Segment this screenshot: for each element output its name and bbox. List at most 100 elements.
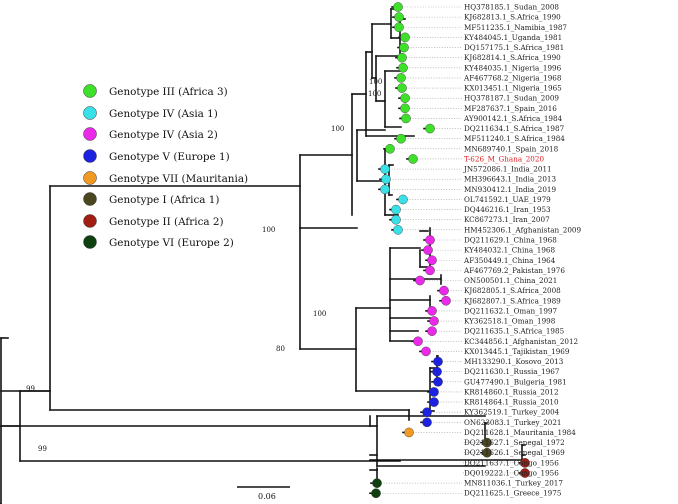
- legend-item: Genotype VII (Mauritania): [83, 171, 248, 185]
- leaf-label: MF511240.1_S.Africa_1984: [464, 134, 565, 143]
- leaf-tip-marker: [423, 245, 433, 255]
- bootstrap-value: 100: [313, 310, 326, 318]
- leaf-tip-marker: [408, 154, 418, 164]
- tree-branches: [0, 6, 526, 504]
- leaf-tip-marker: [400, 93, 410, 103]
- leaf-guide-lines: [380, 6, 529, 494]
- leaf-tip-marker: [397, 52, 407, 63]
- scale-bar: 0.06: [237, 486, 290, 501]
- leaf-label: JN572086.1_India_2011: [463, 165, 552, 174]
- leaf-label: KY484032.1_China_1968: [464, 246, 555, 255]
- leaf-label: KY484045.1_Uganda_1981: [464, 33, 562, 42]
- bootstrap-value: 99: [38, 445, 47, 453]
- leaf-tip-marker: [482, 437, 492, 448]
- leaf-label: AF467768.2_Nigeria_1968: [463, 73, 562, 82]
- legend-item: Genotype II (Africa 2): [83, 214, 224, 228]
- leaf-label: DQ211625.1_Greece_1975: [464, 489, 562, 498]
- leaf-label: DQ211635.1_S.Africa_1985: [464, 327, 565, 336]
- leaf-tip-marker: [425, 123, 435, 134]
- leaf-tip-marker: [385, 144, 395, 154]
- leaf-label: KJ682814.1_S.Africa_1990: [464, 53, 561, 62]
- leaf-label: KJ682813.1_S.Africa_1990: [464, 13, 561, 22]
- leaf-label: ON500501.1_China_2021: [464, 276, 557, 285]
- bootstrap-value: 100: [369, 78, 382, 86]
- leaf-tip-marker: [391, 204, 401, 215]
- leaf-tip-marker: [397, 83, 407, 93]
- leaf-tip-marker: [520, 468, 530, 478]
- bootstrap-value: 100: [331, 125, 344, 133]
- leaf-labels: HQ378185.1_Sudan_2008KJ682813.1_S.Africa…: [463, 3, 581, 498]
- leaf-label: DQ211627.1_Senegal_1972: [464, 438, 565, 447]
- legend-swatch: [83, 84, 97, 98]
- genotype-legend: Genotype III (Africa 3) Genotype IV (Asi…: [83, 84, 248, 249]
- legend-swatch: [83, 171, 97, 185]
- leaf-tip-marker: [393, 2, 403, 12]
- leaf-label: DQ211626.1_Senegal_1969: [464, 448, 565, 457]
- leaf-tip-marker: [441, 295, 451, 306]
- leaf-tip-marker: [372, 478, 382, 488]
- leaf-label: OL741592.1_UAE_1979: [464, 195, 551, 204]
- leaf-tip-marker: [433, 377, 443, 387]
- leaf-label: KX013451.1_Nigeria_1965: [464, 84, 562, 93]
- leaf-tip-marker: [439, 285, 449, 296]
- legend-swatch: [83, 214, 97, 228]
- leaf-label: DQ211628.1_Mauritania_1984: [464, 428, 576, 437]
- leaf-tip-marker: [396, 73, 406, 83]
- leaf-tip-marker: [415, 275, 425, 286]
- leaf-label: KJ682807.1_S.Africa_1989: [464, 296, 561, 305]
- leaf-label: DQ211629.1_China_1968: [464, 235, 557, 244]
- legend-item: Genotype IV (Asia 2): [83, 127, 218, 141]
- bootstrap-value: 100: [262, 226, 275, 234]
- leaf-label: AF350449.1_China_1964: [463, 256, 556, 265]
- legend-item: Genotype VI (Europe 2): [83, 235, 234, 249]
- legend-item: Genotype I (Africa 1): [83, 192, 219, 206]
- leaf-label: KY362518.1_Oman_1998: [464, 317, 556, 326]
- legend-item: Genotype III (Africa 3): [83, 84, 228, 98]
- legend-label: Genotype VI (Europe 2): [109, 237, 234, 249]
- leaf-label: DQ211630.1_Russia_1967: [464, 367, 560, 376]
- leaf-label: DQ446216.1_Iran_1953: [464, 205, 551, 214]
- leaf-label: KX013445.1_Tajikistan_1969: [464, 347, 570, 356]
- legend-label: Genotype I (Africa 1): [109, 194, 219, 206]
- leaf-tip-marker: [401, 113, 411, 124]
- leaf-label: HM452306.1_Afghanistan_2009: [464, 225, 581, 234]
- scale-bar-label: 0.06: [258, 492, 276, 501]
- leaf-tip-marker: [432, 366, 442, 377]
- leaf-tip-marker: [427, 306, 437, 316]
- leaf-label: DQ019222.1_Congo_1956: [464, 468, 559, 477]
- leaf-label: KR814864.1_Russia_2010: [464, 398, 559, 407]
- leaf-tip-marker: [421, 346, 431, 357]
- leaf-tip-marker: [399, 42, 409, 53]
- legend-swatch: [83, 149, 97, 163]
- leaf-tip-marker: [391, 214, 401, 225]
- leaf-tip-marker: [371, 488, 381, 499]
- leaf-tip-marker: [394, 22, 404, 33]
- legend-swatch: [83, 192, 97, 206]
- leaf-tip-marker: [482, 447, 492, 458]
- leaf-tip-marker: [520, 458, 530, 468]
- leaf-label: GU477490.1_Bulgeria_1981: [464, 377, 567, 386]
- leaf-tip-marker: [433, 356, 443, 367]
- legend-label: Genotype III (Africa 3): [109, 86, 228, 98]
- bootstrap-value: 99: [26, 385, 35, 393]
- leaf-label: MF511235.1_Namibia_1987: [464, 23, 567, 32]
- leaf-tip-marker: [422, 417, 432, 428]
- leaf-label: KY484035.1_Nigeria_1996: [464, 63, 562, 72]
- leaf-label: KC867273.1_Iran_2007: [464, 215, 550, 224]
- leaf-tip-marker: [393, 225, 403, 235]
- leaf-tip-marker: [398, 194, 408, 205]
- leaf-tip-marker: [400, 32, 410, 43]
- leaf-label: MH133290.1_Kosovo_2013: [464, 357, 564, 366]
- leaf-label: MN930412.1_India_2019: [464, 185, 557, 194]
- leaf-tip-marker: [380, 184, 390, 195]
- legend-swatch: [83, 106, 97, 120]
- leaf-label: AY900142.1_S.Africa_1984: [463, 114, 563, 123]
- legend-swatch: [83, 127, 97, 141]
- leaf-tip-marker: [400, 103, 410, 114]
- leaf-label: HQ378187.1_Sudan_2009: [464, 94, 559, 103]
- leaf-tip-marker: [422, 407, 432, 418]
- leaf-tip-marker: [427, 326, 437, 336]
- legend-label: Genotype V (Europe 1): [109, 151, 230, 163]
- legend-item: Genotype V (Europe 1): [83, 149, 230, 163]
